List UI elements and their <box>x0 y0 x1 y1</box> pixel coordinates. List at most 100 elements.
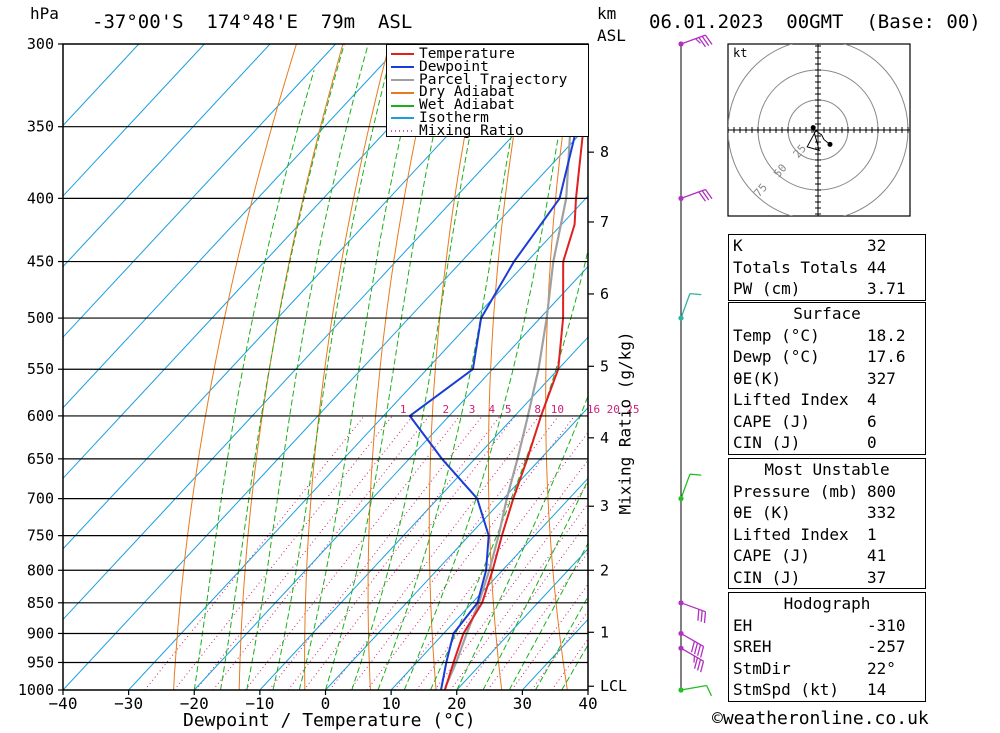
legend-swatch <box>391 91 414 94</box>
wind-barb-flag <box>695 38 701 44</box>
mixing-ratio-label: 8 <box>534 403 541 416</box>
legend-swatch <box>391 130 414 132</box>
km-label: 1 <box>600 623 609 641</box>
x-tick-label: 10 <box>381 694 400 713</box>
dry-adiabat-line <box>994 44 1000 690</box>
mixing-ratio-label: 16 <box>587 403 600 416</box>
most-unstable-table: Most Unstable Pressure (mb) 800 θE (K) 332… <box>728 458 926 589</box>
hodograph-table: Hodograph EH -310 SREH -257 StmDir 22° StmS… <box>728 592 926 702</box>
legend-swatch <box>391 66 414 69</box>
mixing-ratio-label: 1 <box>400 403 407 416</box>
mixing-ratio-line <box>287 415 501 690</box>
isotherm-line <box>325 407 588 690</box>
mu-li: Lifted Index 1 <box>733 524 877 544</box>
surface-table: Surface Temp (°C) 18.2 Dewp (°C) 17.6 θE(K… <box>728 302 926 455</box>
hodo-title: Hodograph <box>783 594 871 613</box>
x-axis-label: Dewpoint / Temperature (°C) <box>183 710 476 731</box>
datetime-title: 06.01.2023 00GMT (Base: 00) <box>649 11 981 33</box>
km-label: 7 <box>600 213 609 231</box>
wet-adiabat-line <box>246 44 369 690</box>
mixing-ratio-label: 5 <box>505 403 512 416</box>
mixing-ratio-line <box>303 415 516 690</box>
dry-adiabat-line <box>948 44 1000 690</box>
wind-barb-flag <box>690 641 696 653</box>
pressure-label: 550 <box>27 360 54 378</box>
wind-barb-flag <box>689 293 702 296</box>
wet-adiabat-line <box>377 44 529 690</box>
isotherm-line <box>63 44 402 409</box>
surface-li: Lifted Index 4 <box>733 390 877 409</box>
index-totals: Totals Totals 44 <box>733 257 887 277</box>
x-tick-label: 30 <box>513 694 532 713</box>
unit-km: km <box>597 4 617 23</box>
mixing-ratio-line <box>329 415 540 690</box>
mu-cin: CIN (J) 37 <box>733 567 887 587</box>
mu-theta: θE (K) 332 <box>733 503 896 522</box>
isotherm-line <box>63 44 533 550</box>
legend-entry: Dewpoint <box>387 60 588 74</box>
isotherm-line <box>63 44 205 197</box>
mixing-ratio-line <box>245 415 461 690</box>
mixing-ratio-axis-label: Mixing Ratio (g/kg) <box>615 331 635 515</box>
wet-adiabat-line <box>482 478 588 690</box>
pressure-label: 800 <box>27 561 54 579</box>
isotherm-line <box>63 44 468 480</box>
dry-adiabat-line <box>428 44 483 690</box>
x-tick-label: 40 <box>578 694 597 713</box>
pressure-label: 400 <box>27 189 54 207</box>
pressure-label: 700 <box>27 490 54 508</box>
wind-barb-shaft <box>680 473 691 499</box>
mu-cape: CAPE (J) 41 <box>733 546 887 565</box>
mixing-ratio-line <box>394 431 588 690</box>
mixing-ratio-line <box>366 415 575 690</box>
wind-barb-flag <box>704 189 713 200</box>
wind-barb-flag <box>696 659 702 671</box>
wet-adiabat-line <box>298 44 423 690</box>
hodograph-end-point <box>827 141 833 147</box>
wind-barb-flag <box>696 644 702 656</box>
mixing-ratio-label: 3 <box>469 403 476 416</box>
wind-barb-flag <box>706 685 713 697</box>
hodo-sreh: SREH -257 <box>733 637 906 656</box>
location-title: -37°00'S 174°48'E 79m ASL <box>92 11 413 33</box>
wet-adiabat-line <box>193 70 315 690</box>
legend-entry: Temperature <box>387 47 588 61</box>
mixing-ratio-label: 25 <box>626 403 639 416</box>
isotherm-line <box>63 124 588 690</box>
wind-barb-shaft <box>680 632 704 648</box>
pressure-label: 450 <box>27 253 54 271</box>
hodograph-storm-motion <box>810 125 816 131</box>
surface-theta: θE(K) 327 <box>733 368 896 388</box>
wind-barb-flag <box>701 35 710 46</box>
pressure-label: 750 <box>27 527 54 545</box>
wet-adiabat-line <box>325 44 454 690</box>
index-pw: PW (cm) 3.71 <box>733 279 906 298</box>
wind-barb-flag <box>697 609 700 621</box>
legend-entry: Mixing Ratio <box>387 124 588 138</box>
wind-barb-flag <box>698 37 706 48</box>
unit-hpa: hPa <box>30 4 59 23</box>
footer-credit[interactable]: ©weatheronline.co.uk <box>712 708 929 729</box>
wet-adiabat-line <box>508 542 588 690</box>
plot-frame <box>62 43 589 691</box>
x-tick-label: −10 <box>245 694 274 713</box>
wind-barb-shaft <box>680 34 706 45</box>
legend-entry: Isotherm <box>387 111 588 125</box>
wet-adiabat-line <box>351 44 489 690</box>
hodograph-ring-label: 50 <box>771 162 789 181</box>
isotherm-line <box>63 54 588 621</box>
wind-barb-flag <box>699 646 705 658</box>
km-label: 2 <box>600 561 609 579</box>
mu-pressure: Pressure (mb) 800 <box>733 481 896 501</box>
surface-cin: CIN (J) 0 <box>733 433 877 452</box>
x-tick-label: −20 <box>180 694 209 713</box>
x-tick-label: −40 <box>49 694 78 713</box>
hodograph-unit-label: kt <box>733 46 747 60</box>
mixing-ratio-label: 10 <box>551 403 564 416</box>
km-label: 6 <box>600 285 609 303</box>
hodo-stmdir: StmDir 22° <box>733 658 896 678</box>
legend-entry: Wet Adiabat <box>387 98 588 112</box>
wind-barb-flag <box>703 611 707 624</box>
